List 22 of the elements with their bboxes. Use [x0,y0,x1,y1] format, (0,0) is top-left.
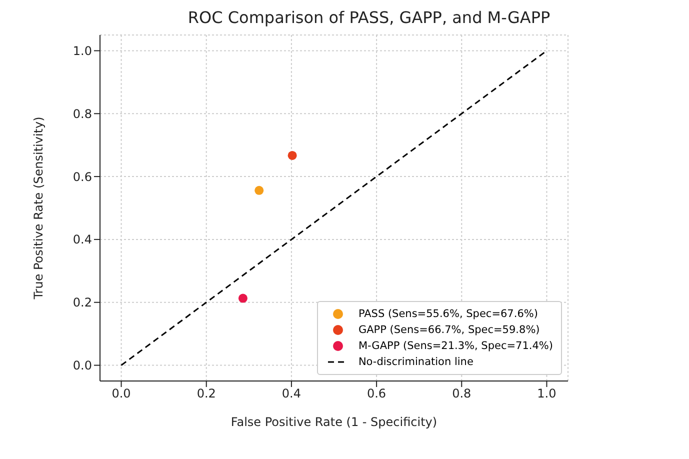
y-tick-label: 0.0 [72,358,92,373]
point [238,294,248,303]
y-tick-label: 0.6 [72,170,92,184]
x-tick-label: 0.2 [196,386,216,401]
chart-title: ROC Comparison of PASS, GAPP, and M-GAPP [186,8,552,27]
legend-label: PASS (Sens=55.6%, Spec=67.6%) [358,307,538,322]
x-tick-label: 0.0 [112,386,131,401]
y-tick-label: 1.0 [72,44,92,58]
x-tick-label: 0.8 [452,386,472,401]
point [254,186,264,195]
legend-label: No-discrimination line [358,355,474,370]
x-tick-label: 0.4 [282,386,301,401]
point [288,150,297,160]
x-axis-title: False Positive Rate (1 - Specificity) [230,415,438,429]
x-tick-label: 1.0 [537,386,556,401]
y-tick-label: 0.8 [72,106,92,121]
y-tick-label: 0.2 [72,296,92,310]
y-tick-label: 0.4 [72,232,92,247]
x-tick-label: 0.6 [367,386,386,401]
legend-label: M-GAPP (Sens=21.3%, Spec=71.4%) [358,339,553,354]
y-axis-title: True Positive Rate (Sensitivity) [31,116,46,300]
legend-label: GAPP (Sens=66.7%, Spec=59.8%) [358,323,540,338]
